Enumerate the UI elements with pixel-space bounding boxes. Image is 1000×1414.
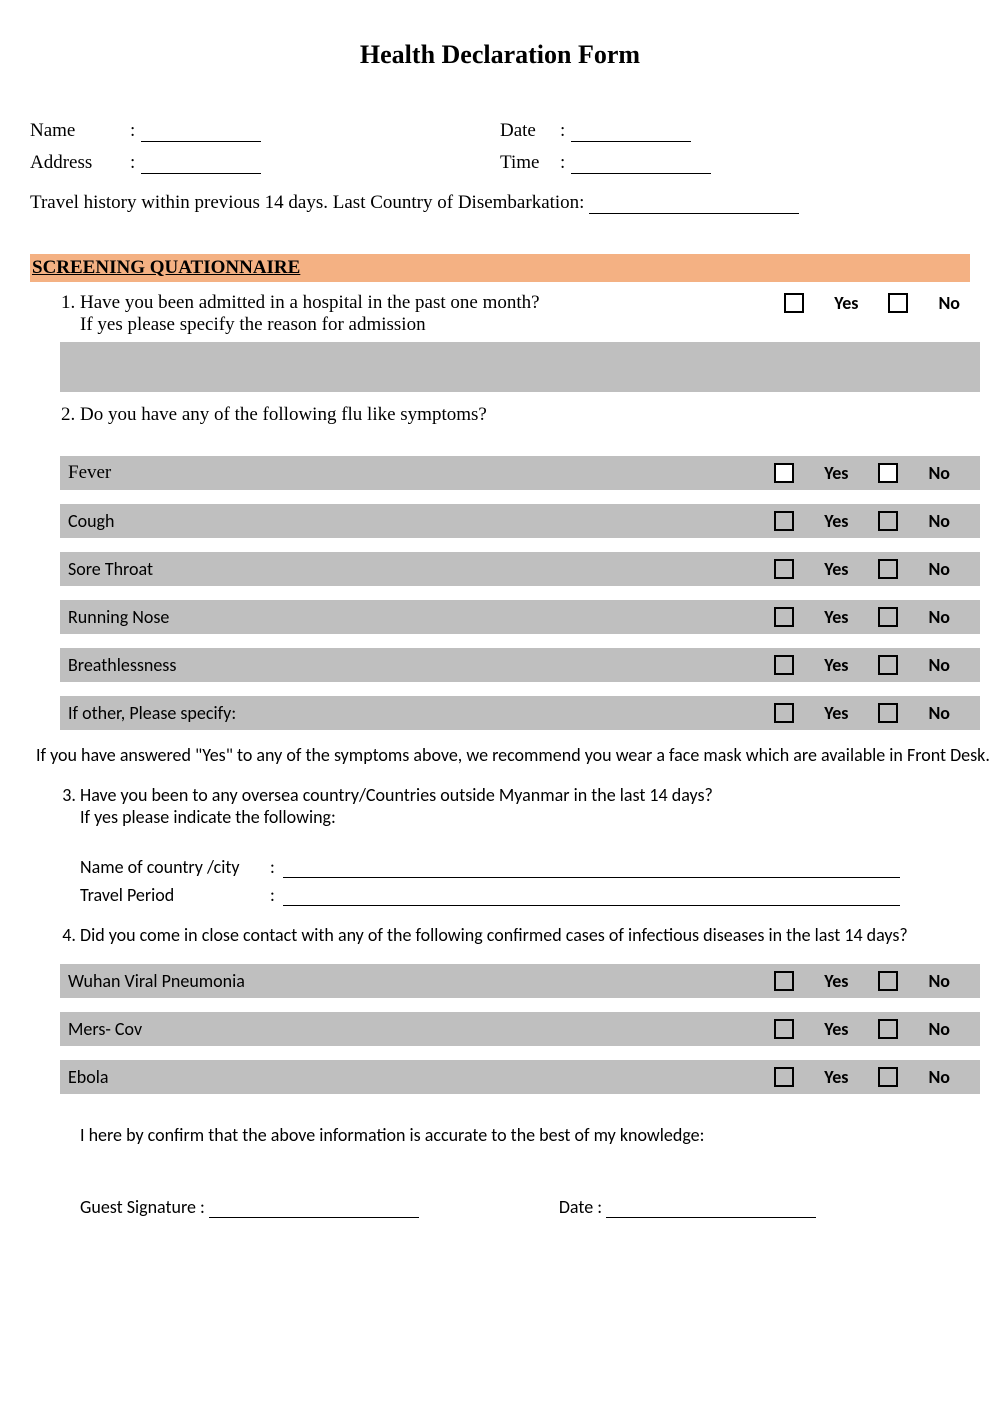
date-label: Date xyxy=(500,120,560,142)
q2-text: Do you have any of the following flu lik… xyxy=(80,404,487,426)
symptom-row: Sore Throat Yes No xyxy=(60,552,980,586)
form-title: Health Declaration Form xyxy=(30,40,970,70)
colon: : xyxy=(270,856,275,878)
runningnose-yes-checkbox[interactable] xyxy=(774,607,794,627)
no-label: No xyxy=(928,1018,950,1040)
no-label: No xyxy=(928,606,950,628)
q3-text: Have you been to any oversea country/Cou… xyxy=(80,784,713,806)
time-input[interactable] xyxy=(571,173,711,174)
no-label: No xyxy=(928,510,950,532)
sorethroat-yes-checkbox[interactable] xyxy=(774,559,794,579)
address-input[interactable] xyxy=(141,173,261,174)
q1-no-checkbox[interactable] xyxy=(888,293,908,313)
no-label: No xyxy=(928,702,950,724)
section-header: SCREENING QUATIONNAIRE xyxy=(30,254,970,282)
fever-no-checkbox[interactable] xyxy=(878,463,898,483)
no-label: No xyxy=(928,462,950,484)
question-list: Have you been admitted in a hospital in … xyxy=(30,292,970,1218)
mers-no-checkbox[interactable] xyxy=(878,1019,898,1039)
cough-no-checkbox[interactable] xyxy=(878,511,898,531)
yes-label: Yes xyxy=(824,970,848,992)
colon: : xyxy=(560,120,565,142)
wuhan-no-checkbox[interactable] xyxy=(878,971,898,991)
no-label: No xyxy=(928,970,950,992)
ebola-yes-checkbox[interactable] xyxy=(774,1067,794,1087)
yes-label: Yes xyxy=(824,654,848,676)
yes-label: Yes xyxy=(824,462,848,484)
symptom-row: If other, Please specify: Yes No xyxy=(60,696,980,730)
cough-yes-checkbox[interactable] xyxy=(774,511,794,531)
country-input[interactable] xyxy=(283,877,900,878)
question-1: Have you been admitted in a hospital in … xyxy=(80,292,970,392)
runningnose-no-checkbox[interactable] xyxy=(878,607,898,627)
question-3: Have you been to any oversea country/Cou… xyxy=(80,784,970,906)
question-2: Do you have any of the following flu lik… xyxy=(80,404,970,766)
no-label: No xyxy=(928,654,950,676)
wuhan-yes-checkbox[interactable] xyxy=(774,971,794,991)
colon: : xyxy=(270,884,275,906)
breathlessness-yes-checkbox[interactable] xyxy=(774,655,794,675)
sig-date-label: Date : xyxy=(559,1196,602,1218)
date-input[interactable] xyxy=(571,141,691,142)
symptom-note: If you have answered "Yes" to any of the… xyxy=(36,744,996,766)
travel-input[interactable] xyxy=(589,213,799,214)
yes-label: Yes xyxy=(824,606,848,628)
symptoms-list: Fever Yes No Cough Yes No Sore Throa xyxy=(80,456,970,730)
period-label: Travel Period xyxy=(80,884,270,906)
mers-yes-checkbox[interactable] xyxy=(774,1019,794,1039)
travel-label: Travel history within previous 14 days. … xyxy=(30,192,584,213)
yes-label: Yes xyxy=(824,1018,848,1040)
fever-yes-checkbox[interactable] xyxy=(774,463,794,483)
address-label: Address xyxy=(30,152,130,174)
name-input[interactable] xyxy=(141,141,261,142)
other-no-checkbox[interactable] xyxy=(878,703,898,723)
country-label: Name of country /city xyxy=(80,856,270,878)
q1-yes-checkbox[interactable] xyxy=(784,293,804,313)
q3-sub: If yes please indicate the following: xyxy=(80,806,336,828)
header-fields: Name : Date : Address : Time : xyxy=(30,120,970,184)
q1-reason-input[interactable] xyxy=(60,342,980,392)
no-label: No xyxy=(928,1066,950,1088)
signature-label: Guest Signature : xyxy=(80,1196,205,1218)
ebola-no-checkbox[interactable] xyxy=(878,1067,898,1087)
no-label: No xyxy=(928,558,950,580)
q1-text: Have you been admitted in a hospital in … xyxy=(80,292,540,313)
yes-label: Yes xyxy=(824,1066,848,1088)
question-4: Did you come in close contact with any o… xyxy=(80,924,970,1218)
time-label: Time xyxy=(500,152,560,174)
symptom-row: Fever Yes No xyxy=(60,456,980,490)
yes-label: Yes xyxy=(824,558,848,580)
q4-text: Did you come in close contact with any o… xyxy=(80,924,908,946)
disease-row: Wuhan Viral Pneumonia Yes No xyxy=(60,964,980,998)
disease-row: Mers- Cov Yes No xyxy=(60,1012,980,1046)
colon: : xyxy=(560,152,565,174)
symptom-row: Breathlessness Yes No xyxy=(60,648,980,682)
q1-sub: If yes please specify the reason for adm… xyxy=(80,314,426,335)
other-yes-checkbox[interactable] xyxy=(774,703,794,723)
sig-date-input[interactable] xyxy=(606,1217,816,1218)
sorethroat-no-checkbox[interactable] xyxy=(878,559,898,579)
name-label: Name xyxy=(30,120,130,142)
no-label: No xyxy=(938,292,960,314)
symptom-row: Running Nose Yes No xyxy=(60,600,980,634)
travel-history-row: Travel history within previous 14 days. … xyxy=(30,192,970,214)
yes-label: Yes xyxy=(824,702,848,724)
colon: : xyxy=(130,120,135,142)
period-input[interactable] xyxy=(283,905,900,906)
colon: : xyxy=(130,152,135,174)
yes-label: Yes xyxy=(824,510,848,532)
symptom-row: Cough Yes No xyxy=(60,504,980,538)
breathlessness-no-checkbox[interactable] xyxy=(878,655,898,675)
disease-row: Ebola Yes No xyxy=(60,1060,980,1094)
yes-label: Yes xyxy=(834,292,858,314)
confirmation-text: I here by confirm that the above informa… xyxy=(80,1124,970,1146)
signature-input[interactable] xyxy=(209,1217,419,1218)
